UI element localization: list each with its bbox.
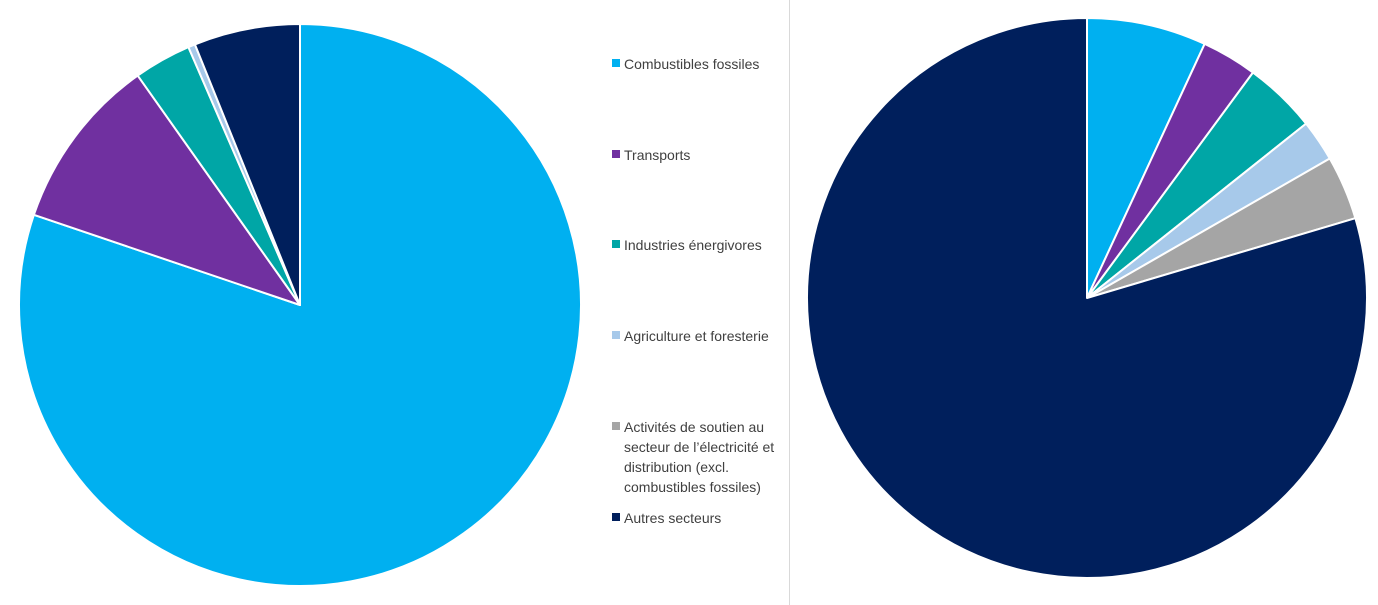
legend-item-activites-soutien: Activités de soutien au secteur de l’éle… bbox=[612, 417, 790, 497]
legend-swatch bbox=[612, 422, 620, 430]
chart-divider bbox=[789, 0, 790, 605]
legend: Combustibles fossiles Transports Industr… bbox=[612, 0, 790, 605]
pie-chart-right bbox=[806, 17, 1368, 579]
legend-swatch bbox=[612, 59, 620, 67]
legend-label: Transports bbox=[624, 147, 691, 163]
pie-chart-left bbox=[18, 23, 582, 587]
legend-label: Agriculture et foresterie bbox=[624, 328, 769, 344]
legend-item-agriculture-foresterie: Agriculture et foresterie bbox=[612, 326, 790, 346]
right-pie-slice-autres-secteurs bbox=[806, 17, 1368, 579]
legend-item-transports: Transports bbox=[612, 145, 790, 165]
legend-swatch bbox=[612, 240, 620, 248]
legend-label: Autres secteurs bbox=[624, 510, 722, 526]
right-pie-slice-combustibles-fossiles bbox=[1086, 17, 1206, 299]
legend-swatch bbox=[612, 331, 620, 339]
legend-item-combustibles-fossiles: Combustibles fossiles bbox=[612, 54, 790, 74]
legend-label: Activités de soutien au secteur de l’éle… bbox=[624, 419, 775, 495]
legend-swatch bbox=[612, 513, 620, 521]
left-pie-slice-transports bbox=[32, 74, 301, 306]
legend-label: Industries énergivores bbox=[624, 237, 762, 253]
legend-item-autres-secteurs: Autres secteurs bbox=[612, 508, 790, 528]
legend-label: Combustibles fossiles bbox=[624, 56, 760, 72]
left-pie-slice-autres-secteurs bbox=[193, 23, 301, 306]
legend-swatch bbox=[612, 150, 620, 158]
legend-item-industries-energivores: Industries énergivores bbox=[612, 235, 790, 255]
